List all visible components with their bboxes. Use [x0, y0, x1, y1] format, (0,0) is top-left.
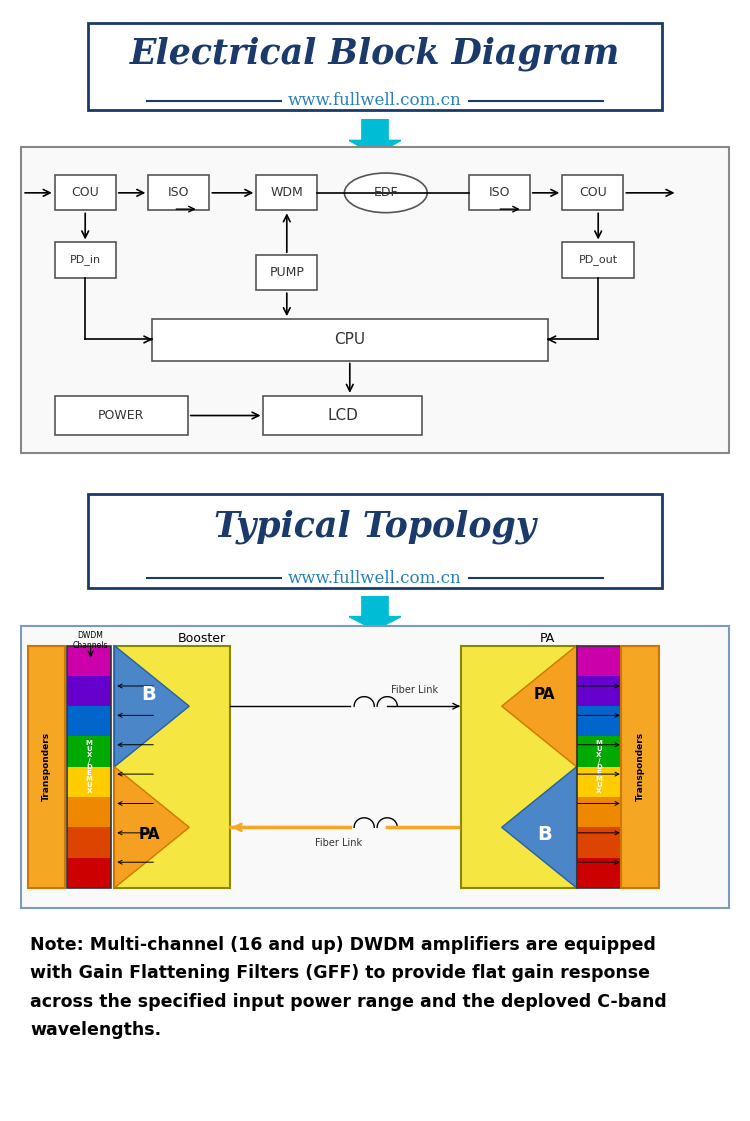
FancyBboxPatch shape [562, 175, 623, 211]
Text: Fiber Link: Fiber Link [391, 685, 438, 695]
Polygon shape [349, 596, 401, 630]
FancyBboxPatch shape [67, 706, 112, 736]
Polygon shape [114, 767, 189, 888]
Text: www.fullwell.com.cn: www.fullwell.com.cn [288, 92, 462, 110]
FancyBboxPatch shape [577, 646, 621, 676]
Text: Fiber Link: Fiber Link [316, 839, 362, 849]
Text: Transponders: Transponders [635, 732, 644, 802]
Text: PUMP: PUMP [269, 266, 304, 279]
Polygon shape [349, 119, 401, 155]
FancyBboxPatch shape [577, 858, 621, 888]
FancyBboxPatch shape [88, 494, 662, 587]
Text: Note: Multi-channel (16 and up) DWDM amplifiers are equipped
with Gain Flattenin: Note: Multi-channel (16 and up) DWDM amp… [30, 936, 667, 1039]
FancyBboxPatch shape [256, 175, 317, 211]
Text: www.fullwell.com.cn: www.fullwell.com.cn [288, 569, 462, 586]
FancyBboxPatch shape [67, 676, 112, 706]
FancyBboxPatch shape [469, 175, 530, 211]
FancyBboxPatch shape [577, 676, 621, 706]
Text: PD_in: PD_in [70, 254, 100, 266]
Text: M
U
X
/
D
E
M
U
X: M U X / D E M U X [86, 740, 92, 794]
Text: B: B [142, 685, 156, 704]
Text: Booster: Booster [178, 632, 226, 645]
FancyBboxPatch shape [577, 767, 621, 797]
FancyBboxPatch shape [114, 646, 230, 888]
FancyBboxPatch shape [577, 797, 621, 827]
Text: COU: COU [71, 186, 99, 200]
FancyBboxPatch shape [67, 827, 112, 858]
FancyBboxPatch shape [21, 147, 729, 453]
Text: PA: PA [533, 686, 555, 702]
FancyBboxPatch shape [577, 736, 621, 767]
FancyBboxPatch shape [28, 646, 65, 888]
Text: M
U
X
/
D
E
M
U
X: M U X / D E M U X [596, 740, 602, 794]
Text: Electrical Block Diagram: Electrical Block Diagram [130, 36, 620, 71]
FancyBboxPatch shape [577, 827, 621, 858]
FancyBboxPatch shape [88, 24, 662, 110]
Text: Transponders: Transponders [42, 732, 51, 802]
Text: WDM: WDM [271, 186, 303, 200]
FancyBboxPatch shape [67, 767, 112, 797]
FancyBboxPatch shape [67, 736, 112, 767]
Polygon shape [502, 646, 577, 767]
FancyBboxPatch shape [562, 242, 634, 278]
Text: DWDM
Channels: DWDM Channels [73, 631, 108, 650]
FancyBboxPatch shape [152, 319, 548, 361]
Text: COU: COU [579, 186, 607, 200]
Polygon shape [502, 767, 577, 888]
Text: POWER: POWER [98, 409, 145, 421]
FancyBboxPatch shape [67, 646, 112, 676]
Text: B: B [537, 825, 552, 844]
FancyBboxPatch shape [461, 646, 577, 888]
Text: ISO: ISO [488, 186, 510, 200]
Ellipse shape [344, 173, 427, 213]
FancyBboxPatch shape [263, 396, 422, 435]
FancyBboxPatch shape [621, 646, 658, 888]
FancyBboxPatch shape [55, 396, 188, 435]
Text: ISO: ISO [168, 186, 190, 200]
FancyBboxPatch shape [55, 175, 116, 211]
Polygon shape [114, 646, 189, 767]
Text: PA: PA [138, 827, 160, 842]
FancyBboxPatch shape [55, 242, 116, 278]
FancyBboxPatch shape [67, 858, 112, 888]
FancyBboxPatch shape [21, 626, 729, 908]
Text: PD_out: PD_out [579, 254, 618, 266]
FancyBboxPatch shape [256, 256, 317, 290]
Text: Typical Topology: Typical Topology [214, 510, 536, 545]
Text: PA: PA [540, 632, 556, 645]
Text: EDF: EDF [374, 186, 398, 200]
Text: CPU: CPU [334, 332, 365, 348]
FancyBboxPatch shape [67, 797, 112, 827]
FancyBboxPatch shape [148, 175, 209, 211]
Text: LCD: LCD [327, 408, 358, 423]
FancyBboxPatch shape [577, 706, 621, 736]
